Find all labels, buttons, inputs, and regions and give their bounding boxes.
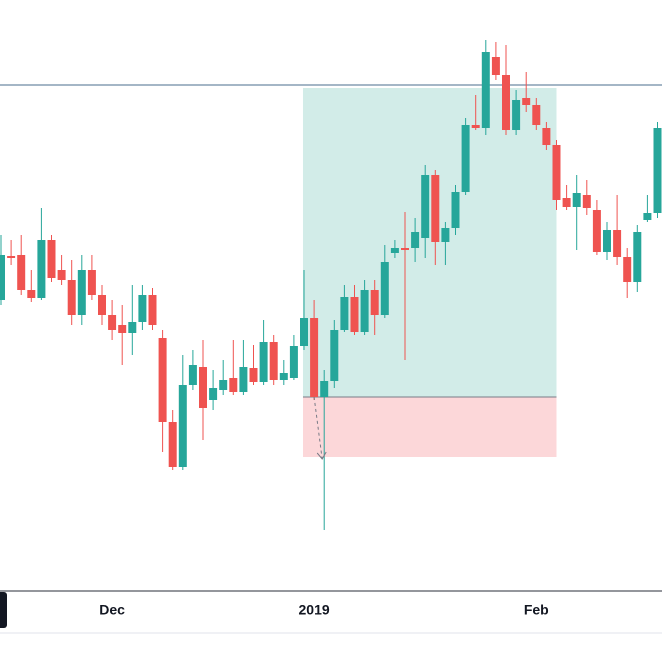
candle-body bbox=[582, 195, 591, 208]
pane-handle[interactable] bbox=[0, 592, 7, 628]
candle-body bbox=[108, 315, 117, 330]
candle-body bbox=[57, 270, 66, 280]
candle-body bbox=[219, 380, 228, 390]
profit-zone bbox=[302, 88, 557, 397]
candle-body bbox=[552, 145, 561, 200]
candle-body bbox=[178, 385, 187, 467]
candle-body bbox=[239, 367, 248, 392]
candle-body bbox=[77, 270, 86, 315]
candle-body bbox=[421, 175, 430, 238]
candle-body bbox=[623, 257, 632, 282]
candle-body bbox=[98, 295, 106, 315]
candle-body bbox=[572, 193, 581, 207]
candle-body bbox=[158, 338, 167, 422]
candle-body bbox=[289, 346, 298, 378]
candle-body bbox=[592, 210, 601, 252]
candle-body bbox=[350, 297, 359, 332]
candle-body bbox=[522, 98, 531, 105]
candle-body bbox=[128, 322, 137, 333]
candle-body bbox=[542, 128, 551, 145]
candle-body bbox=[512, 100, 521, 130]
x-axis: Dec 2019 Feb bbox=[99, 602, 548, 618]
x-tick-label: 2019 bbox=[299, 602, 330, 618]
candle-body bbox=[633, 232, 642, 282]
x-tick-label: Dec bbox=[99, 602, 125, 618]
candle-body bbox=[87, 270, 96, 295]
candle-body bbox=[562, 198, 571, 207]
candle-body bbox=[168, 422, 177, 467]
candle-body bbox=[7, 256, 16, 258]
candle-body bbox=[603, 230, 611, 252]
loss-zone bbox=[302, 397, 557, 457]
candle-body bbox=[441, 228, 450, 242]
candle-body bbox=[27, 290, 36, 298]
candle-body bbox=[47, 240, 56, 278]
candle-body bbox=[279, 373, 288, 380]
candle-body bbox=[138, 295, 147, 322]
candle-body bbox=[148, 295, 157, 325]
candle-body bbox=[411, 232, 420, 248]
candle-body bbox=[37, 240, 46, 298]
candle-body bbox=[643, 213, 652, 220]
candle-body bbox=[401, 248, 409, 250]
candle-body bbox=[199, 367, 207, 408]
candle-body bbox=[481, 52, 490, 128]
candle-body bbox=[653, 128, 662, 213]
candle-body bbox=[300, 318, 308, 346]
candle-body bbox=[249, 368, 258, 382]
candle-body bbox=[613, 230, 622, 257]
candle-body bbox=[491, 57, 500, 75]
candle-body bbox=[330, 330, 339, 381]
candle-body bbox=[360, 290, 369, 332]
candle-body bbox=[188, 365, 197, 385]
candle-body bbox=[380, 262, 389, 315]
stop-arrow-head bbox=[316, 451, 327, 460]
candle-body bbox=[340, 297, 349, 330]
candle-body bbox=[269, 342, 278, 380]
plot-area bbox=[0, 40, 662, 530]
x-tick-label: Feb bbox=[524, 602, 549, 618]
candle-body bbox=[451, 192, 460, 228]
candle-body bbox=[461, 125, 470, 192]
candle-body bbox=[209, 388, 218, 400]
candle-body bbox=[259, 342, 268, 382]
candle-body bbox=[431, 175, 440, 242]
stop-arrow bbox=[313, 396, 323, 460]
candle-body bbox=[320, 381, 329, 397]
candle-body bbox=[118, 325, 127, 333]
candle-body bbox=[532, 105, 541, 125]
candle-body bbox=[67, 280, 76, 315]
candle-body bbox=[229, 378, 238, 392]
candle-body bbox=[502, 75, 510, 130]
candle-body bbox=[17, 255, 26, 290]
candle-body bbox=[0, 255, 5, 300]
candle-body bbox=[390, 248, 399, 253]
candle-body bbox=[471, 125, 480, 128]
candle-body bbox=[370, 290, 379, 315]
candle-body bbox=[310, 318, 319, 397]
